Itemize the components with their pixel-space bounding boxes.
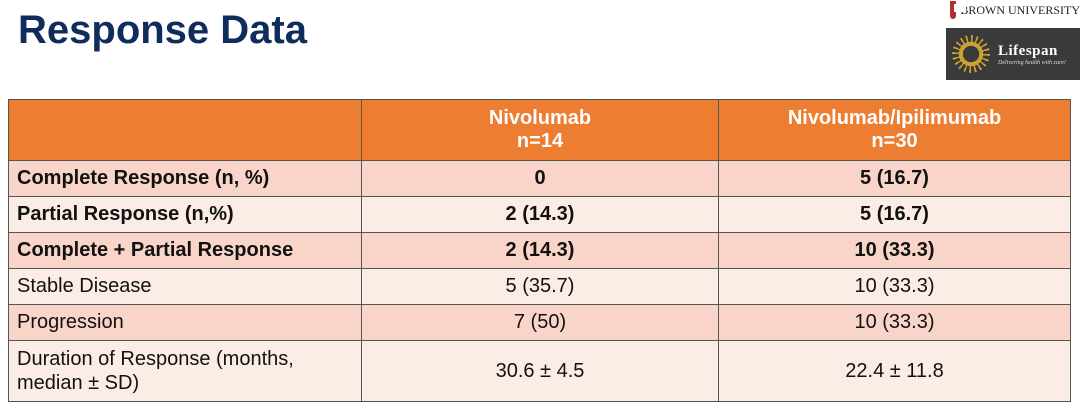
row-label: Duration of Response (months, median ± S… xyxy=(8,340,362,402)
lifespan-tagline: Delivering health with care! xyxy=(998,59,1066,66)
row-label: Partial Response (n,%) xyxy=(8,196,362,233)
cell-nivolumab: 2 (14.3) xyxy=(361,232,719,269)
header-nivolumab: Nivolumab n=14 xyxy=(361,99,719,161)
table-row: Stable Disease 5 (35.7) 10 (33.3) xyxy=(8,268,1071,305)
row-label: Complete + Partial Response xyxy=(8,232,362,269)
header-row: Nivolumab n=14 Nivolumab/Ipilimumab n=30 xyxy=(8,99,1071,161)
lifespan-logo: Lifespan Delivering health with care! xyxy=(946,28,1080,80)
table-row: Progression 7 (50) 10 (33.3) xyxy=(8,304,1071,341)
cell-nivolumab: 5 (35.7) xyxy=(361,268,719,305)
cell-nivolumab: 0 xyxy=(361,160,719,197)
row-label: Complete Response (n, %) xyxy=(8,160,362,197)
lifespan-name: Lifespan xyxy=(998,42,1058,59)
header-empty xyxy=(8,99,362,161)
table-row: Duration of Response (months, median ± S… xyxy=(8,340,1071,402)
lifespan-sun-icon xyxy=(952,35,990,73)
cell-nivolumab: 30.6 ± 4.5 xyxy=(361,340,719,402)
brown-shield-icon xyxy=(950,1,967,19)
cell-combo: 5 (16.7) xyxy=(718,160,1071,197)
row-label: Stable Disease xyxy=(8,268,362,305)
brown-university-logo: BROWN UNIVERSITY xyxy=(950,0,1080,20)
row-label: Progression xyxy=(8,304,362,341)
cell-combo: 10 (33.3) xyxy=(718,268,1071,305)
table-row: Partial Response (n,%) 2 (14.3) 5 (16.7) xyxy=(8,196,1071,233)
cell-combo: 10 (33.3) xyxy=(718,304,1071,341)
table-row: Complete + Partial Response 2 (14.3) 10 (3… xyxy=(8,232,1071,269)
cell-combo: 5 (16.7) xyxy=(718,196,1071,233)
table-row: Complete Response (n, %) 0 5 (16.7) xyxy=(8,160,1071,197)
cell-nivolumab: 2 (14.3) xyxy=(361,196,719,233)
header-nivo-ipi: Nivolumab/Ipilimumab n=30 xyxy=(718,99,1071,161)
cell-combo: 22.4 ± 11.8 xyxy=(718,340,1071,402)
cell-nivolumab: 7 (50) xyxy=(361,304,719,341)
cell-combo: 10 (33.3) xyxy=(718,232,1071,269)
page-title: Response Data xyxy=(18,8,307,52)
brown-logo-text: BROWN UNIVERSITY xyxy=(960,2,1080,17)
response-table: Nivolumab n=14 Nivolumab/Ipilimumab n=30 C… xyxy=(8,99,1071,402)
